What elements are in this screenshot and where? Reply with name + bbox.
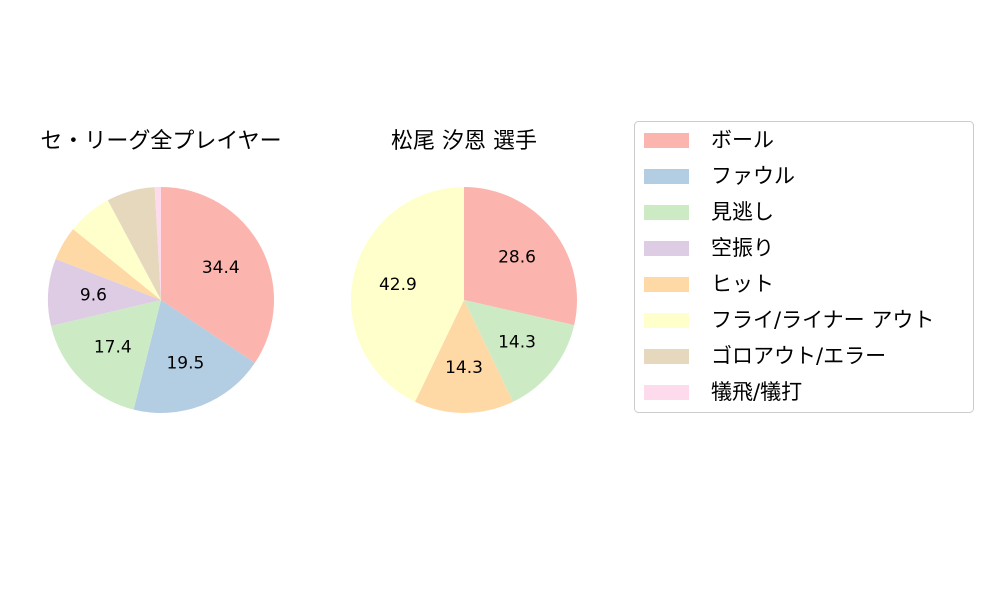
- pie-slice-player-2: [464, 300, 575, 402]
- legend-swatch-0: [644, 133, 689, 148]
- pie-slice-player-5: [350, 186, 464, 402]
- legend-swatch-5: [644, 313, 689, 328]
- pie-label-player-5: 42.9: [379, 275, 417, 295]
- pie-slice-league-3: [48, 259, 161, 327]
- pie-label-player-0: 28.6: [498, 248, 536, 268]
- legend-swatch-4: [644, 277, 689, 292]
- pie-label-league-0: 34.4: [202, 258, 240, 278]
- pie-slice-league-5: [73, 200, 161, 300]
- legend-swatch-6: [644, 349, 689, 364]
- pie-label-player-4: 14.3: [445, 358, 483, 378]
- pie-chart-league: セ・リーグ全プレイヤー 34.4 19.5 17.4 9.6: [40, 129, 282, 413]
- legend-label-0: ボール: [711, 128, 774, 152]
- pie-chart-player: 松尾 汐恩 選手 28.6 14.3 14.3 42.9: [350, 129, 578, 414]
- pie-label-league-2: 17.4: [94, 338, 132, 358]
- legend-swatch-7: [644, 385, 689, 400]
- pie-label-league-1: 19.5: [166, 353, 204, 373]
- pie-slices-league: [48, 186, 275, 413]
- pie-slice-player-0: [464, 187, 578, 326]
- legend-label-7: 犠飛/犠打: [711, 380, 802, 404]
- pie-slice-league-0: [161, 186, 275, 363]
- pie-slice-league-6: [107, 187, 161, 300]
- legend-swatch-1: [644, 169, 689, 184]
- legend-label-5: フライ/ライナー アウト: [711, 308, 934, 332]
- pie-slice-player-4: [414, 300, 514, 414]
- pie-slice-league-2: [51, 300, 161, 410]
- legend-swatch-2: [644, 205, 689, 220]
- legend-label-2: 見逃し: [711, 200, 774, 224]
- legend-swatch-3: [644, 241, 689, 256]
- pie-labels-league: 34.4 19.5 17.4 9.6: [80, 258, 240, 373]
- pie-slice-league-1: [133, 300, 255, 413]
- pie-title-player: 松尾 汐恩 選手: [391, 129, 537, 154]
- legend-label-4: ヒット: [711, 272, 774, 296]
- legend-frame: [634, 121, 974, 413]
- legend-label-6: ゴロアウト/エラー: [711, 344, 886, 368]
- pie-title-league: セ・リーグ全プレイヤー: [40, 129, 281, 154]
- legend-label-3: 空振り: [711, 236, 774, 260]
- pie-slice-league-4: [55, 229, 161, 300]
- pie-label-player-2: 14.3: [498, 332, 536, 352]
- pie-slices-player: [350, 186, 578, 414]
- pie-labels-player: 28.6 14.3 14.3 42.9: [379, 248, 536, 378]
- legend-label-1: ファウル: [711, 164, 795, 188]
- pie-slice-league-7: [154, 186, 161, 300]
- pie-label-league-3: 9.6: [80, 285, 107, 305]
